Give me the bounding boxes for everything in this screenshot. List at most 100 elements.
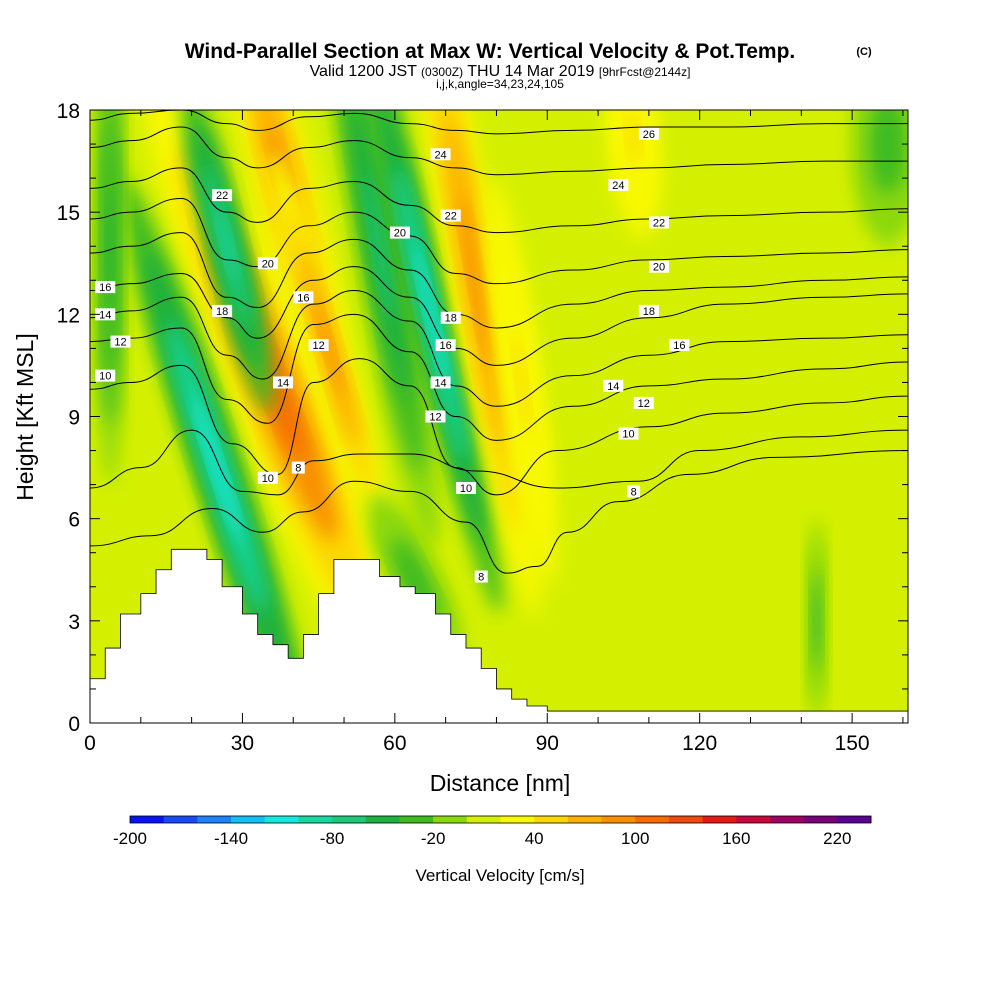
w-feature-12-band-3 xyxy=(878,118,897,170)
contour-label-text-4: 14 xyxy=(99,309,111,321)
contour-label-22: 24 xyxy=(608,178,629,192)
contour-label-bg-20 xyxy=(474,570,488,583)
w-feature-8 xyxy=(487,180,557,585)
contour-label-text-28: 12 xyxy=(638,398,650,410)
contour-label-bg-3 xyxy=(95,281,116,294)
x-tick-label-2: 60 xyxy=(383,732,406,755)
contour-label-26: 16 xyxy=(669,338,690,352)
colorbar-swatch-5 xyxy=(298,816,333,823)
theta-contour-7 xyxy=(90,198,908,285)
contour-label-17: 14 xyxy=(430,376,451,389)
contour-label-bg-11 xyxy=(291,461,305,474)
colorbar-swatch-17 xyxy=(702,816,737,823)
contour-label-6: 10 xyxy=(95,369,116,383)
colorbar-swatch-14 xyxy=(601,816,636,823)
contour-label-text-6: 10 xyxy=(99,371,111,383)
colorbar-tick-label-2: -80 xyxy=(320,829,345,848)
colorbar-swatch-11 xyxy=(500,816,535,823)
contour-label-text-23: 22 xyxy=(653,217,665,229)
colorbar-swatch-10 xyxy=(466,816,501,823)
colorbar-tick-label-4: 40 xyxy=(525,829,544,848)
contour-label-23: 22 xyxy=(649,216,670,229)
valid-time-label: Valid 1200 JST xyxy=(310,63,418,80)
w-feature-9-band-3 xyxy=(403,558,428,602)
w-feature-2 xyxy=(269,151,389,545)
contour-label-0: 22 xyxy=(212,189,233,202)
contour-label-text-10: 10 xyxy=(262,473,274,485)
colorbar-swatch-12 xyxy=(534,816,569,823)
contour-label-text-5: 12 xyxy=(114,337,126,349)
colorbar-swatch-18 xyxy=(736,816,771,823)
valid-time-line: Valid 1200 JST (0300Z) THU 14 Mar 2019 [… xyxy=(310,63,691,80)
contour-label-bg-10 xyxy=(257,471,278,484)
colorbar-tick-label-3: -20 xyxy=(421,829,446,848)
contour-label-bg-4 xyxy=(95,308,116,321)
contour-label-text-8: 12 xyxy=(313,340,325,352)
contour-label-1: 20 xyxy=(257,257,278,270)
contour-label-bg-5 xyxy=(110,335,131,348)
contour-label-16: 16 xyxy=(435,338,456,352)
utc-time-label: (0300Z) xyxy=(421,65,463,79)
contour-label-7: 16 xyxy=(293,291,314,304)
theta-contour-4 xyxy=(90,289,908,407)
contour-label-text-21: 26 xyxy=(643,129,655,141)
colorbar-swatch-2 xyxy=(197,816,232,823)
y-tick-label-6: 18 xyxy=(57,100,80,123)
contour-label-text-30: 8 xyxy=(631,486,637,498)
contour-label-bg-25 xyxy=(638,304,659,317)
x-tick-label-1: 30 xyxy=(231,732,254,755)
x-tick-label-0: 0 xyxy=(84,732,96,755)
contour-label-text-24: 20 xyxy=(653,262,665,274)
contour-label-bg-21 xyxy=(638,127,659,140)
w-feature-13-band-3 xyxy=(814,595,820,647)
theta-contour-8 xyxy=(90,167,908,234)
contour-label-bg-2 xyxy=(212,304,233,317)
contour-label-18: 12 xyxy=(425,410,446,424)
w-feature-4-band-3 xyxy=(215,204,239,288)
grid-indices-label: i,j,k,angle=34,23,24,105 xyxy=(436,77,564,91)
contour-label-11: 8 xyxy=(291,461,305,475)
contour-label-bg-14 xyxy=(430,148,451,161)
contour-label-bg-24 xyxy=(649,260,670,273)
contour-label-text-3: 16 xyxy=(99,282,111,294)
contour-label-bg-28 xyxy=(633,396,654,409)
theta-contour-10 xyxy=(90,110,908,135)
colorbar-tick-label-1: -140 xyxy=(214,829,248,848)
w-feature-3-band-3 xyxy=(192,394,242,541)
contour-label-bg-7 xyxy=(293,291,314,304)
colorbar: -200 -140 -80 -20 40 100 160 220 xyxy=(113,815,872,848)
contour-label-4: 14 xyxy=(95,308,116,321)
w-feature-12 xyxy=(852,110,908,247)
contour-label-5: 12 xyxy=(110,335,131,349)
colorbar-swatch-21 xyxy=(837,816,872,823)
contour-label-text-19: 10 xyxy=(460,483,472,495)
contour-label-9: 14 xyxy=(273,376,294,389)
colorbar-swatch-15 xyxy=(635,816,670,823)
colorbar-frame xyxy=(129,815,872,824)
contour-label-20: 8 xyxy=(474,570,488,584)
w-feature-11-band-3 xyxy=(626,111,641,163)
colorbar-tick-label-7: 220 xyxy=(823,829,851,848)
y-tick-label-4: 12 xyxy=(57,304,80,327)
contour-labels: 22 20 18 16 14 12 10 16 12 14 10 8 20 22 24 18 16 14 12 10 8… xyxy=(95,127,690,584)
contour-label-27: 14 xyxy=(603,379,624,393)
colorbar-swatch-7 xyxy=(365,816,400,823)
contour-label-text-12: 20 xyxy=(394,228,406,240)
contour-label-24: 20 xyxy=(649,260,670,274)
y-tick-label-1: 3 xyxy=(68,611,80,634)
copyright-mark: (C) xyxy=(856,46,872,58)
theta-contour-0 xyxy=(90,450,908,574)
contour-label-19: 10 xyxy=(455,482,476,495)
plot-area: 22 20 18 16 14 12 10 16 12 14 10 8 20 22 24 18 16 14 12 10 8… xyxy=(90,110,908,723)
w-feature-3 xyxy=(119,175,315,723)
w-feature-4 xyxy=(181,110,273,412)
contour-label-text-1: 20 xyxy=(262,258,274,270)
theta-contour-3 xyxy=(90,313,908,441)
contour-label-bg-16 xyxy=(435,338,456,351)
w-feature-8-band-3 xyxy=(513,331,531,434)
contour-label-text-29: 10 xyxy=(622,429,634,441)
colorbar-swatch-9 xyxy=(433,816,468,823)
contour-label-text-0: 22 xyxy=(216,190,228,202)
contour-label-text-11: 8 xyxy=(295,463,301,475)
